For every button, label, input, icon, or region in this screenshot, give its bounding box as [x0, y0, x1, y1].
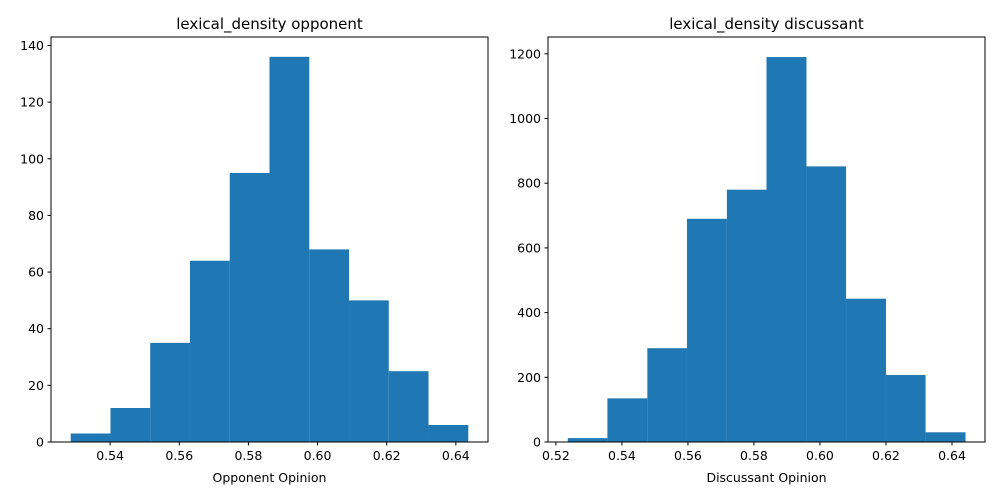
- histogram-bar: [686, 218, 727, 442]
- histogram-bar: [309, 249, 350, 442]
- y-axis-ticks: 0 20 40 60 80 100 120 140: [20, 38, 51, 450]
- x-axis-label: Discussant Opinion: [706, 470, 826, 485]
- bars: [70, 56, 469, 442]
- x-tick-label: 0.62: [373, 448, 401, 463]
- histogram-bar: [388, 371, 429, 442]
- histogram-bar: [229, 172, 270, 442]
- x-tick-label: 0.54: [96, 448, 124, 463]
- y-tick-label: 200: [517, 370, 541, 385]
- histogram-bar: [150, 342, 190, 442]
- y-tick-label: 140: [20, 38, 44, 53]
- y-tick-label: 400: [517, 305, 541, 320]
- x-axis-ticks: 0.52 0.54 0.56 0.58 0.60 0.62 0.64: [542, 442, 966, 463]
- axes-frame: [50, 36, 489, 443]
- histogram-bar: [885, 375, 926, 442]
- histogram-opponent: lexical_density opponent 0 20 40 60 80 100 120…: [20, 15, 489, 485]
- histogram-bar: [269, 56, 310, 442]
- axes-frame: [547, 36, 986, 443]
- x-tick-label: 0.64: [442, 448, 470, 463]
- y-tick-label: 800: [517, 176, 541, 191]
- x-tick-label: 0.56: [165, 448, 193, 463]
- x-tick-label: 0.60: [806, 448, 834, 463]
- y-tick-label: 0: [36, 435, 44, 450]
- y-tick-label: 1000: [509, 111, 541, 126]
- chart-title: lexical_density discussant: [669, 15, 864, 34]
- y-tick-label: 20: [28, 378, 44, 393]
- x-tick-label: 0.58: [740, 448, 768, 463]
- x-tick-label: 0.64: [938, 448, 966, 463]
- y-tick-label: 600: [517, 240, 541, 255]
- y-tick-label: 1200: [509, 46, 541, 61]
- x-tick-label: 0.52: [542, 448, 570, 463]
- y-tick-label: 120: [20, 95, 44, 110]
- histogram-bar: [567, 438, 608, 442]
- histogram-bar: [189, 260, 230, 442]
- x-axis-label: Opponent Opinion: [213, 470, 327, 485]
- histogram-bar: [846, 298, 886, 442]
- x-tick-label: 0.56: [674, 448, 702, 463]
- histogram-bar: [806, 166, 847, 442]
- y-tick-label: 40: [28, 321, 44, 336]
- histogram-bar: [607, 398, 648, 442]
- histogram-discussant: lexical_density discussant 0 200 400 600 800…: [509, 15, 986, 485]
- x-tick-label: 0.62: [872, 448, 900, 463]
- x-tick-label: 0.60: [304, 448, 332, 463]
- y-axis-ticks: 0 200 400 600 800 1000 1200: [509, 46, 548, 450]
- chart-title: lexical_density opponent: [176, 15, 363, 34]
- histogram-bar: [925, 432, 966, 442]
- y-tick-label: 60: [28, 265, 44, 280]
- y-tick-label: 80: [28, 208, 44, 223]
- histogram-bar: [349, 300, 389, 442]
- y-tick-label: 0: [533, 435, 541, 450]
- x-axis-ticks: 0.54 0.56 0.58 0.60 0.62 0.64: [96, 442, 470, 463]
- histogram-bar: [726, 189, 767, 442]
- histogram-bar: [428, 425, 469, 442]
- x-tick-label: 0.58: [234, 448, 262, 463]
- x-tick-label: 0.54: [608, 448, 636, 463]
- histogram-bar: [70, 433, 111, 442]
- histogram-bar: [110, 408, 151, 442]
- y-tick-label: 100: [20, 151, 44, 166]
- histogram-bar: [647, 348, 687, 442]
- bars: [567, 57, 966, 443]
- histogram-bar: [766, 57, 807, 443]
